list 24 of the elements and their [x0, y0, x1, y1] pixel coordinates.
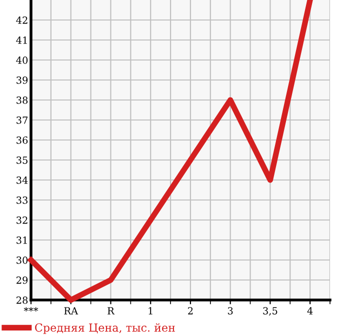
- x-tick-label: 4: [307, 307, 313, 314]
- x-tick-label: 1: [148, 307, 152, 314]
- y-tick-label: 41: [16, 36, 27, 44]
- x-tick-label: 3,5: [263, 307, 278, 316]
- y-tick-label: 39: [16, 76, 28, 84]
- x-tick-label: ***: [24, 307, 38, 312]
- y-tick-label: 33: [16, 196, 28, 204]
- y-tick-label: 28: [16, 296, 28, 304]
- x-tick-label: RA: [64, 307, 78, 314]
- y-tick-label: 30: [16, 256, 28, 264]
- y-tick-label: 36: [16, 136, 28, 144]
- y-tick-label: 32: [16, 216, 28, 224]
- y-tick-label: 31: [16, 236, 27, 244]
- y-tick-label: 38: [16, 96, 28, 104]
- x-tick-label: R: [108, 307, 115, 314]
- y-tick-label: 34: [16, 176, 28, 184]
- x-tick-label: 2: [188, 307, 193, 314]
- y-tick-label: 29: [16, 276, 28, 284]
- y-tick-label: 40: [16, 56, 28, 64]
- legend-label: Средняя Цена, тыс. йен: [35, 323, 175, 334]
- y-tick-label: 37: [16, 116, 28, 124]
- x-tick-label: 3: [228, 307, 233, 314]
- y-tick-label: 42: [16, 16, 28, 24]
- y-tick-label: 35: [16, 156, 28, 164]
